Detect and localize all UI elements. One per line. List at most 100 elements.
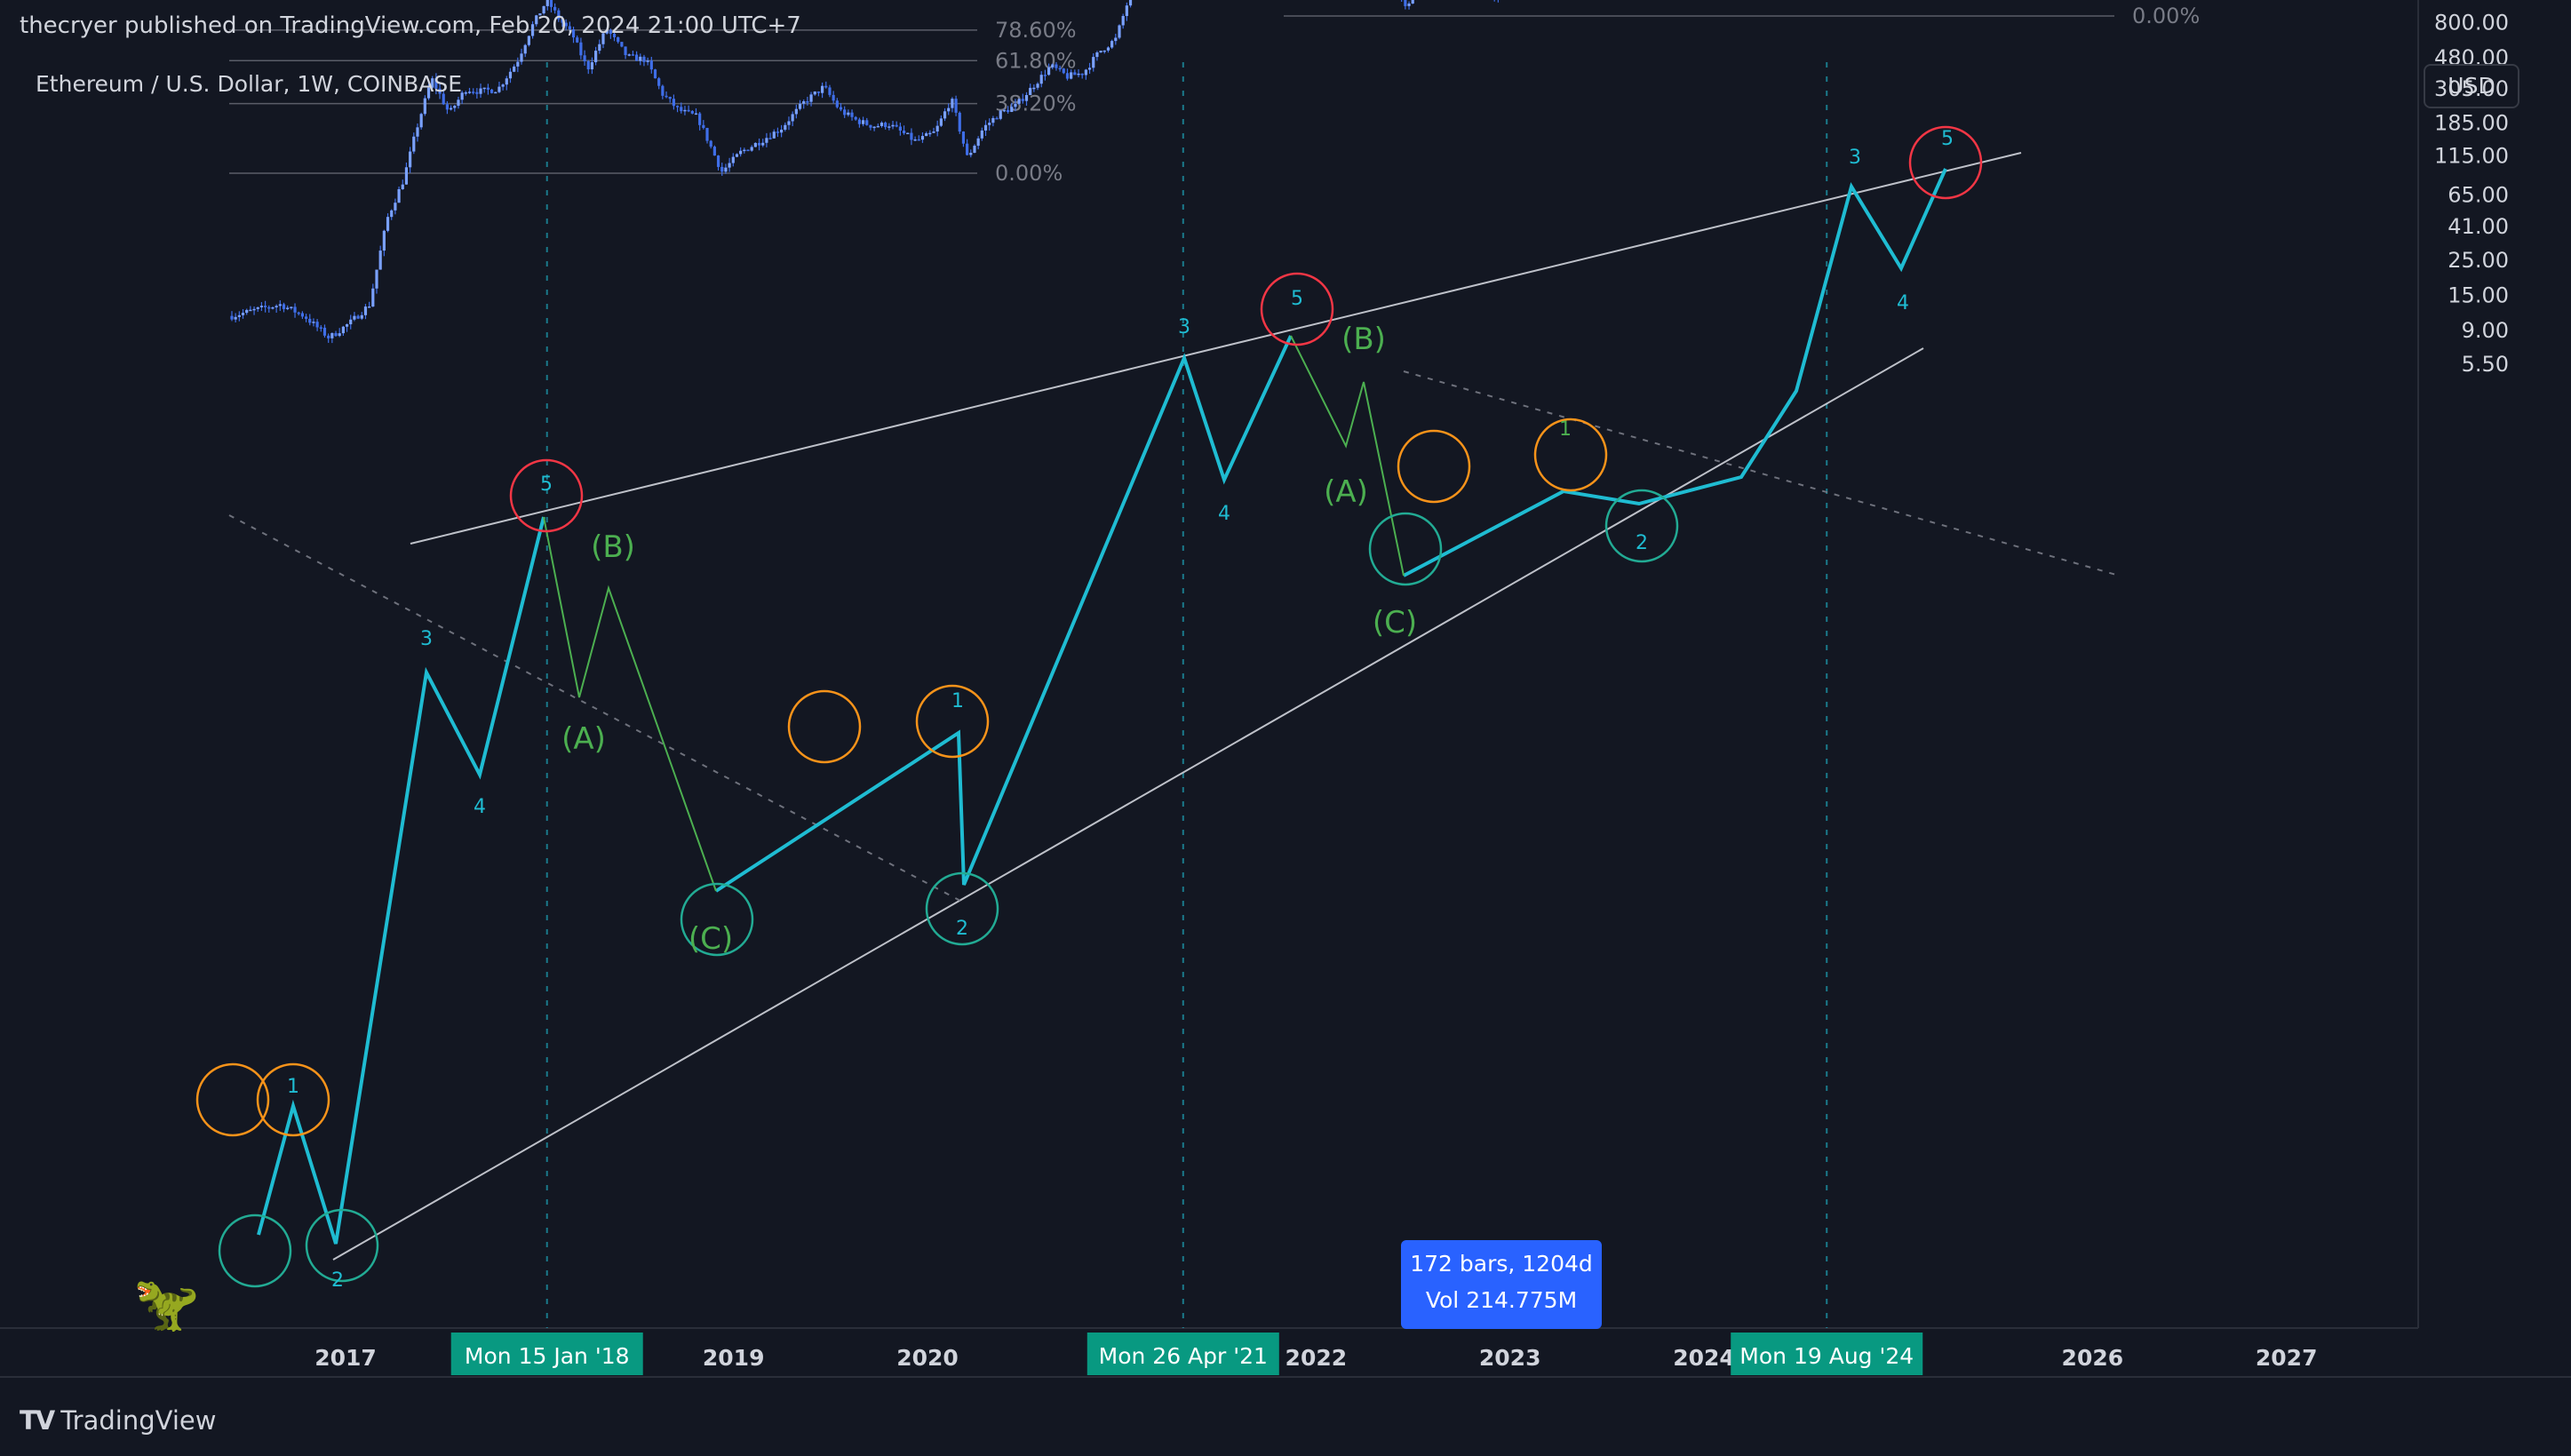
wave-number-label: 2 xyxy=(1636,532,1648,554)
candle-body xyxy=(609,29,612,35)
measure-volume-text: Vol 214.775M xyxy=(1425,1287,1578,1313)
wave-circle-0 xyxy=(195,1062,270,1137)
candle-body xyxy=(431,78,434,88)
candle-body xyxy=(709,140,712,147)
abc-line-2018 xyxy=(543,516,717,892)
candle-body xyxy=(363,306,368,315)
candle-body xyxy=(450,107,453,110)
candle-body xyxy=(961,131,966,144)
candle-body xyxy=(401,184,404,189)
candle-body xyxy=(286,307,290,309)
candle-body xyxy=(1121,15,1125,26)
wave-circle-1 xyxy=(256,1062,330,1137)
candle-body xyxy=(635,54,639,61)
published-header: thecryer published on TradingView.com, F… xyxy=(20,12,801,39)
candle-body xyxy=(983,124,988,131)
candle-body xyxy=(1047,67,1051,76)
candle-body xyxy=(639,56,642,61)
candle-body xyxy=(538,13,542,16)
candle-body xyxy=(843,109,847,115)
candle-body xyxy=(631,54,635,56)
candle-body xyxy=(794,108,798,115)
candle-body xyxy=(1036,84,1039,88)
candle-body xyxy=(768,138,772,139)
candle-body xyxy=(813,91,816,95)
candle-body xyxy=(245,309,249,314)
wave-circle-3 xyxy=(305,1208,379,1283)
candle-body xyxy=(275,306,278,307)
candle-body xyxy=(345,324,349,327)
candle-body xyxy=(304,316,308,319)
candle-body xyxy=(513,66,516,72)
candle-body xyxy=(1021,99,1024,101)
wave-circle-2 xyxy=(218,1213,292,1288)
candle-body xyxy=(1007,109,1010,113)
candle-body xyxy=(705,128,709,141)
candle-body xyxy=(297,312,300,314)
candle-body xyxy=(341,326,345,334)
candle-body xyxy=(1043,75,1047,76)
candle-body xyxy=(728,163,731,168)
trend-line-1 xyxy=(410,152,2022,545)
candle-body xyxy=(951,99,954,108)
candle-body xyxy=(694,113,698,115)
trend-lines xyxy=(228,152,2117,1261)
candle-body xyxy=(895,124,898,127)
candle-body xyxy=(784,124,787,130)
candle-body xyxy=(409,151,412,168)
candle-body xyxy=(839,107,843,110)
candle-body xyxy=(802,100,806,104)
candle-body xyxy=(497,86,501,92)
candle-body xyxy=(505,78,508,85)
candles xyxy=(230,0,1499,344)
candle-body xyxy=(1087,68,1092,70)
candle-body xyxy=(561,19,564,23)
candle-body xyxy=(716,155,720,167)
candle-body xyxy=(1106,47,1110,51)
candle-body xyxy=(368,306,371,308)
candle-body xyxy=(590,62,594,70)
x-tick-label: 2027 xyxy=(2256,1345,2318,1371)
candle-body xyxy=(847,112,850,115)
candle-body xyxy=(620,42,624,47)
wave-circle-10 xyxy=(1368,512,1443,586)
candle-body xyxy=(765,138,768,143)
candle-body xyxy=(1065,73,1070,79)
candle-body xyxy=(746,149,750,152)
date-label-text: Mon 26 Apr '21 xyxy=(1099,1343,1268,1369)
candle-body xyxy=(252,308,256,311)
candle-body xyxy=(300,313,305,317)
candle-body xyxy=(935,125,939,132)
candle-body xyxy=(475,91,479,94)
abc-label: (C) xyxy=(1373,605,1417,640)
candle-body xyxy=(419,114,423,128)
tradingview-logo[interactable]: TV TradingView xyxy=(20,1405,217,1436)
wave-circle-6 xyxy=(915,684,990,759)
wave-circle-12 xyxy=(1533,418,1608,492)
wave-circle-7 xyxy=(680,882,754,957)
candle-body xyxy=(869,124,872,128)
candle-body xyxy=(928,132,932,135)
y-tick-label: 185.00 xyxy=(2434,111,2509,136)
candle-body xyxy=(1095,52,1099,58)
candle-body xyxy=(649,60,653,70)
wave-number-label: 2 xyxy=(956,918,968,940)
candle-body xyxy=(776,131,780,133)
abc-line-2022 xyxy=(1290,335,1405,577)
candle-body xyxy=(520,53,523,62)
candle-body xyxy=(549,0,553,7)
candle-body xyxy=(1128,0,1133,6)
candle-body xyxy=(943,111,947,119)
candle-body xyxy=(806,100,809,103)
candle-body xyxy=(434,78,438,89)
candle-body xyxy=(472,91,475,93)
candle-body xyxy=(353,315,356,320)
candle-body xyxy=(1010,107,1014,113)
currency-button[interactable]: USD xyxy=(2424,64,2519,108)
wave-line-projection xyxy=(1403,168,1947,577)
abc-label: (A) xyxy=(561,721,606,757)
x-tick-label: 2019 xyxy=(703,1345,765,1371)
candle-body xyxy=(646,60,649,62)
candle-body xyxy=(976,138,980,147)
